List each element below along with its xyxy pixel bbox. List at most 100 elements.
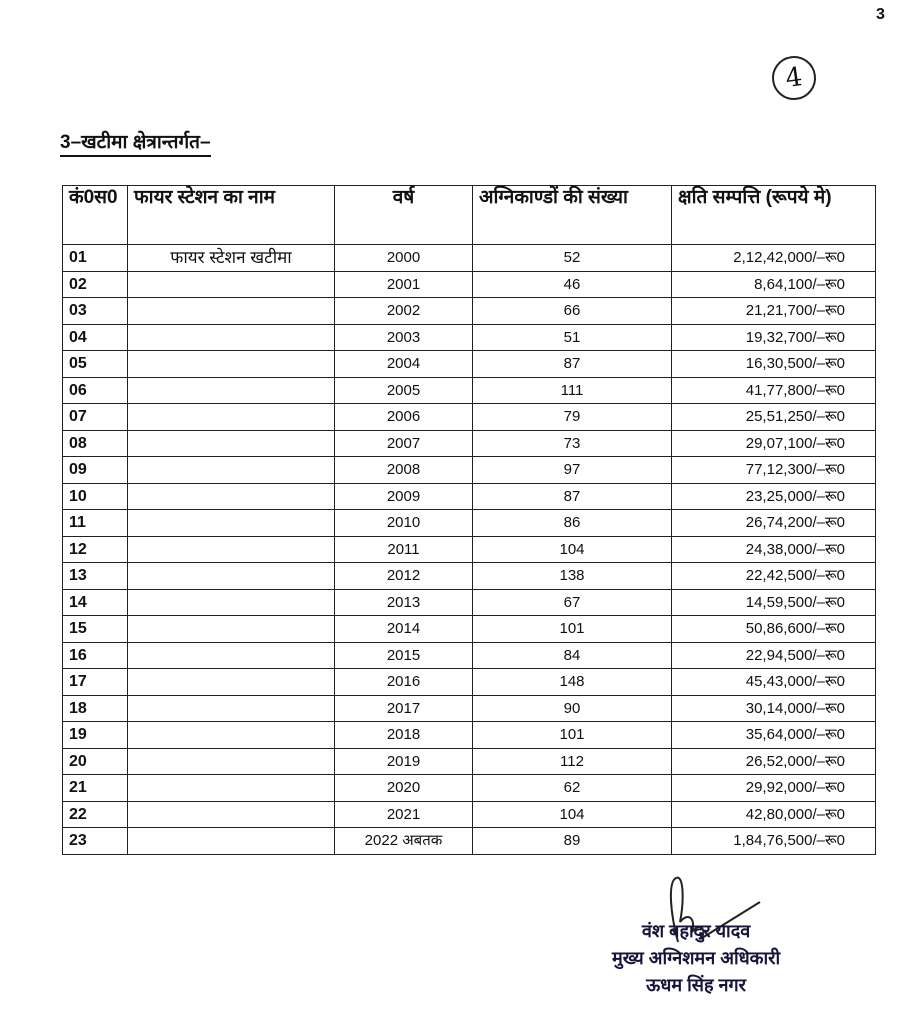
loss-cell: 25,51,250/–रू0: [671, 403, 876, 431]
year-cell: 2011: [334, 535, 473, 563]
table-row: 21 2020 62 29,92,000/–रू0: [62, 774, 876, 802]
year-cell: 2015: [334, 641, 473, 669]
table-row: 16 2015 84 22,94,500/–रू0: [62, 641, 876, 669]
table-row: 23 2022 अबतक 89 1,84,76,500/–रू0: [62, 827, 876, 855]
loss-cell: 19,32,700/–रू0: [671, 323, 876, 351]
serial-cell: 17: [62, 668, 128, 696]
year-cell: 2014: [334, 615, 473, 643]
loss-cell: 22,94,500/–रू0: [671, 641, 876, 669]
table-row: 13 2012 138 22,42,500/–रू0: [62, 562, 876, 590]
table-row: 20 2019 112 26,52,000/–रू0: [62, 747, 876, 775]
loss-cell: 14,59,500/–रू0: [671, 588, 876, 616]
year-cell: 2018: [334, 721, 473, 749]
loss-cell: 8,64,100/–रू0: [671, 270, 876, 298]
station-cell: [127, 270, 335, 298]
station-cell: [127, 297, 335, 325]
serial-cell: 13: [62, 562, 128, 590]
table-row: 19 2018 101 35,64,000/–रू0: [62, 721, 876, 749]
table-row: 01 फायर स्टेशन खटीमा 2000 52 2,12,42,000/–रू…: [62, 244, 876, 272]
station-cell: [127, 615, 335, 643]
year-cell: 2002: [334, 297, 473, 325]
fire-incident-table: कं0स0 फायर स्टेशन का नाम वर्ष अग्निकाण्ड…: [62, 185, 876, 855]
table-row: 05 2004 87 16,30,500/–रू0: [62, 350, 876, 378]
table-row: 02 2001 46 8,64,100/–रू0: [62, 270, 876, 298]
incidents-cell: 86: [472, 509, 672, 537]
station-cell: [127, 376, 335, 404]
serial-cell: 10: [62, 482, 128, 510]
table-row: 08 2007 73 29,07,100/–रू0: [62, 429, 876, 457]
loss-cell: 30,14,000/–रू0: [671, 694, 876, 722]
serial-cell: 23: [62, 827, 128, 855]
incidents-cell: 138: [472, 562, 672, 590]
station-cell: [127, 429, 335, 457]
station-cell: [127, 747, 335, 775]
incidents-cell: 101: [472, 721, 672, 749]
serial-cell: 06: [62, 376, 128, 404]
incidents-cell: 52: [472, 244, 672, 272]
year-cell: 2021: [334, 800, 473, 828]
serial-cell: 20: [62, 747, 128, 775]
serial-cell: 05: [62, 350, 128, 378]
loss-cell: 23,25,000/–रू0: [671, 482, 876, 510]
table-row: 11 2010 86 26,74,200/–रू0: [62, 509, 876, 537]
section-title: 3–खटीमा क्षेत्रान्तर्गत–: [60, 128, 211, 157]
incidents-cell: 101: [472, 615, 672, 643]
station-cell: [127, 774, 335, 802]
year-cell: 2006: [334, 403, 473, 431]
incidents-cell: 51: [472, 323, 672, 351]
incidents-cell: 87: [472, 350, 672, 378]
incidents-cell: 148: [472, 668, 672, 696]
table-row: 04 2003 51 19,32,700/–रू0: [62, 323, 876, 351]
year-cell: 2009: [334, 482, 473, 510]
station-cell: [127, 721, 335, 749]
station-cell: [127, 456, 335, 484]
year-cell: 2005: [334, 376, 473, 404]
handwritten-signature: [669, 876, 761, 943]
year-cell: 2010: [334, 509, 473, 537]
serial-cell: 02: [62, 270, 128, 298]
table-header-row: कं0स0 फायर स्टेशन का नाम वर्ष अग्निकाण्ड…: [62, 185, 876, 245]
incidents-cell: 62: [472, 774, 672, 802]
year-cell: 2022 अबतक: [334, 827, 473, 855]
loss-cell: 2,12,42,000/–रू0: [671, 244, 876, 272]
serial-cell: 11: [62, 509, 128, 537]
table-row: 18 2017 90 30,14,000/–रू0: [62, 694, 876, 722]
table-row: 17 2016 148 45,43,000/–रू0: [62, 668, 876, 696]
year-cell: 2008: [334, 456, 473, 484]
station-cell: [127, 668, 335, 696]
incidents-cell: 73: [472, 429, 672, 457]
station-cell: [127, 588, 335, 616]
table-row: 12 2011 104 24,38,000/–रू0: [62, 535, 876, 563]
signatory-name: वंश बहादुर यादव: [641, 921, 751, 941]
serial-cell: 01: [62, 244, 128, 272]
year-cell: 2007: [334, 429, 473, 457]
incidents-cell: 90: [472, 694, 672, 722]
table-row: 07 2006 79 25,51,250/–रू0: [62, 403, 876, 431]
year-cell: 2013: [334, 588, 473, 616]
incidents-cell: 84: [472, 641, 672, 669]
station-cell: [127, 509, 335, 537]
table-row: 22 2021 104 42,80,000/–रू0: [62, 800, 876, 828]
loss-cell: 21,21,700/–रू0: [671, 297, 876, 325]
year-cell: 2004: [334, 350, 473, 378]
year-cell: 2017: [334, 694, 473, 722]
station-cell: [127, 350, 335, 378]
signature-block: वंश बहादुर यादव मुख्य अग्निशमन अधिकारी ऊ…: [612, 918, 780, 999]
year-cell: 2016: [334, 668, 473, 696]
serial-cell: 14: [62, 588, 128, 616]
loss-cell: 22,42,500/–रू0: [671, 562, 876, 590]
year-cell: 2001: [334, 270, 473, 298]
station-cell: [127, 482, 335, 510]
loss-cell: 35,64,000/–रू0: [671, 721, 876, 749]
loss-cell: 24,38,000/–रू0: [671, 535, 876, 563]
table-row: 03 2002 66 21,21,700/–रू0: [62, 297, 876, 325]
year-cell: 2003: [334, 323, 473, 351]
serial-cell: 15: [62, 615, 128, 643]
incidents-cell: 104: [472, 535, 672, 563]
station-cell: फायर स्टेशन खटीमा: [127, 244, 335, 272]
loss-cell: 45,43,000/–रू0: [671, 668, 876, 696]
incidents-cell: 87: [472, 482, 672, 510]
station-cell: [127, 562, 335, 590]
incidents-cell: 79: [472, 403, 672, 431]
serial-cell: 21: [62, 774, 128, 802]
